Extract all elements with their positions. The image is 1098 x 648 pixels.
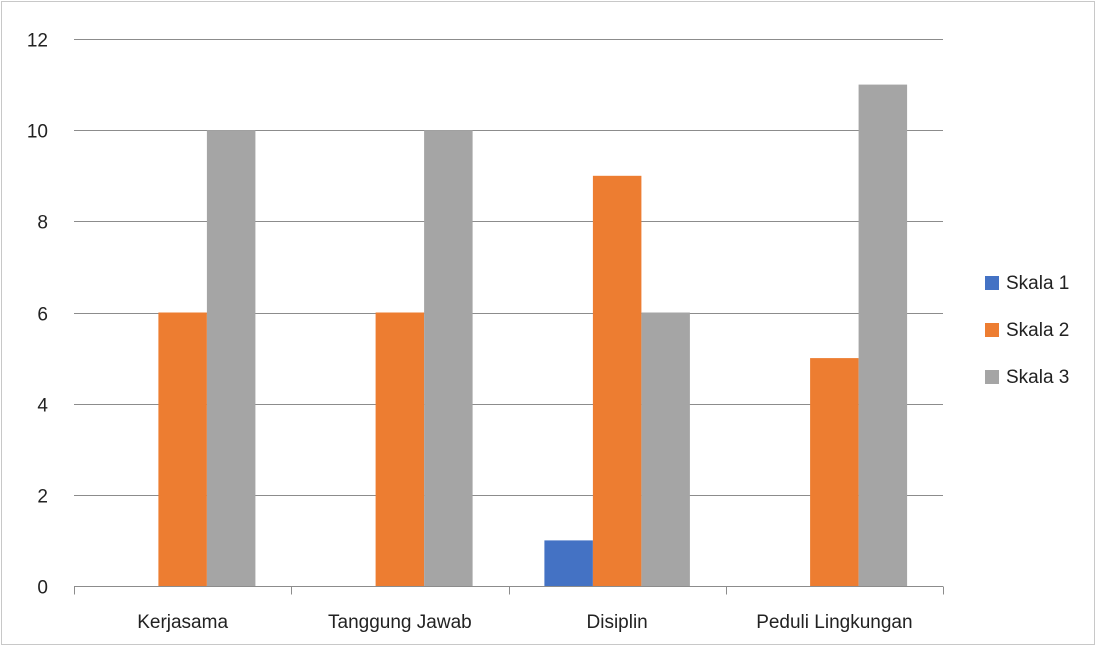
bars — [158, 84, 908, 587]
legend-label: Skala 2 — [1006, 320, 1069, 341]
bar-skala-3-disiplin — [641, 312, 690, 586]
legend-swatch — [985, 370, 999, 384]
x-tick-label: Disiplin — [587, 612, 648, 633]
y-tick-label: 12 — [27, 31, 48, 52]
y-tick-label: 4 — [37, 396, 48, 417]
x-tick-label: Tanggung Jawab — [328, 612, 472, 633]
y-tick-label: 10 — [27, 122, 48, 143]
bar-skala-2-disiplin — [592, 175, 642, 587]
bar-skala-2-kerjasama — [158, 312, 207, 586]
x-tick-label: Kerjasama — [137, 612, 228, 633]
legend-label: Skala 3 — [1006, 367, 1069, 388]
y-tick-label: 8 — [37, 213, 48, 234]
legend-swatch — [985, 276, 999, 290]
bar-skala-1-disiplin — [544, 540, 593, 586]
y-tick-labels: 0 2 4 6 8 10 12 — [27, 31, 49, 599]
axes — [74, 586, 944, 595]
y-tick-label: 2 — [37, 487, 48, 508]
y-tick-label: 6 — [37, 305, 48, 326]
x-tick-label: Peduli Lingkungan — [756, 612, 912, 633]
legend-label: Skala 1 — [1006, 273, 1069, 294]
bar-skala-2-tanggung-jawab — [375, 312, 425, 586]
bar-skala-3-kerjasama — [206, 130, 256, 586]
bar-skala-3-peduli-lingkungan — [858, 84, 908, 586]
bar-skala-3-tanggung-jawab — [424, 130, 473, 586]
y-tick-label: 0 — [37, 578, 48, 599]
legend: Skala 1 Skala 2 Skala 3 — [985, 273, 1069, 388]
legend-swatch — [985, 323, 999, 337]
x-tick-labels: Kerjasama Tanggung Jawab Disiplin Peduli Li… — [137, 612, 912, 633]
bar-skala-2-peduli-lingkungan — [810, 358, 859, 586]
